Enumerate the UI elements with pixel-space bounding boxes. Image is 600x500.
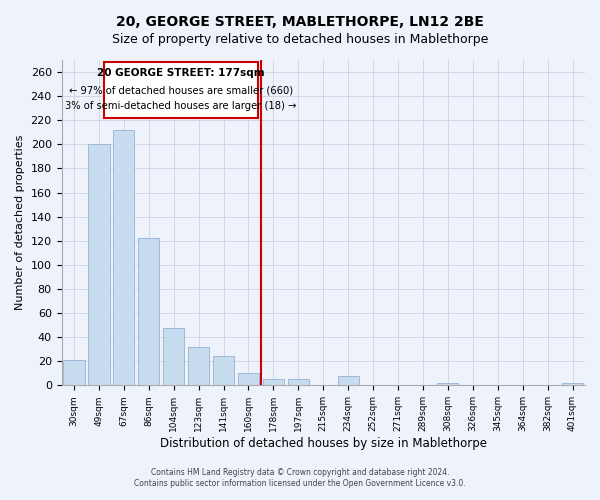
Bar	[188, 347, 209, 386]
X-axis label: Distribution of detached houses by size in Mablethorpe: Distribution of detached houses by size …	[160, 437, 487, 450]
Bar	[338, 376, 359, 386]
Text: Size of property relative to detached houses in Mablethorpe: Size of property relative to detached ho…	[112, 32, 488, 46]
Text: Contains HM Land Registry data © Crown copyright and database right 2024.
Contai: Contains HM Land Registry data © Crown c…	[134, 468, 466, 487]
Y-axis label: Number of detached properties: Number of detached properties	[15, 135, 25, 310]
Text: 20, GEORGE STREET, MABLETHORPE, LN12 2BE: 20, GEORGE STREET, MABLETHORPE, LN12 2BE	[116, 15, 484, 29]
Text: ← 97% of detached houses are smaller (660): ← 97% of detached houses are smaller (66…	[69, 86, 293, 96]
Bar	[113, 130, 134, 386]
Bar	[562, 383, 583, 386]
Bar	[163, 328, 184, 386]
Text: 3% of semi-detached houses are larger (18) →: 3% of semi-detached houses are larger (1…	[65, 101, 297, 111]
Bar	[64, 360, 85, 386]
FancyBboxPatch shape	[104, 62, 259, 118]
Bar	[138, 238, 160, 386]
Bar	[88, 144, 110, 386]
Bar	[238, 374, 259, 386]
Bar	[437, 383, 458, 386]
Bar	[263, 380, 284, 386]
Bar	[213, 356, 234, 386]
Bar	[288, 380, 309, 386]
Text: 20 GEORGE STREET: 177sqm: 20 GEORGE STREET: 177sqm	[97, 68, 265, 78]
